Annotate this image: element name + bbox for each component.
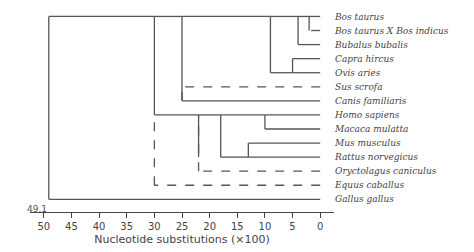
svg-text:Canis familiaris: Canis familiaris [335, 96, 407, 106]
svg-text:Macaca mulatta: Macaca mulatta [334, 124, 408, 134]
svg-text:25: 25 [176, 221, 189, 232]
svg-text:Capra hircus: Capra hircus [335, 54, 394, 64]
svg-text:Homo sapiens: Homo sapiens [334, 110, 400, 120]
svg-text:0: 0 [317, 221, 323, 232]
svg-text:Sus scrofa: Sus scrofa [335, 82, 383, 92]
svg-text:Nucleotide substitutions (×100: Nucleotide substitutions (×100) [94, 233, 270, 246]
svg-text:Mus musculus: Mus musculus [334, 138, 401, 148]
svg-text:30: 30 [148, 221, 161, 232]
svg-text:Oryctolagus caniculus: Oryctolagus caniculus [335, 166, 437, 176]
svg-text:Ovis aries: Ovis aries [335, 68, 381, 78]
svg-text:Rattus norvegicus: Rattus norvegicus [334, 152, 418, 162]
svg-text:10: 10 [259, 221, 272, 232]
svg-text:5: 5 [289, 221, 295, 232]
svg-text:Gallus gallus: Gallus gallus [335, 194, 394, 204]
svg-text:Bos taurus: Bos taurus [334, 12, 384, 22]
svg-text:20: 20 [203, 221, 216, 232]
svg-text:50: 50 [37, 221, 50, 232]
svg-text:35: 35 [120, 221, 133, 232]
svg-text:Bos taurus X Bos indicus: Bos taurus X Bos indicus [334, 26, 449, 36]
svg-text:Bubalus bubalis: Bubalus bubalis [334, 40, 408, 50]
svg-text:Equus caballus: Equus caballus [334, 180, 404, 190]
svg-text:40: 40 [93, 221, 106, 232]
svg-text:49.1: 49.1 [27, 204, 47, 214]
svg-text:15: 15 [231, 221, 244, 232]
svg-text:45: 45 [65, 221, 78, 232]
